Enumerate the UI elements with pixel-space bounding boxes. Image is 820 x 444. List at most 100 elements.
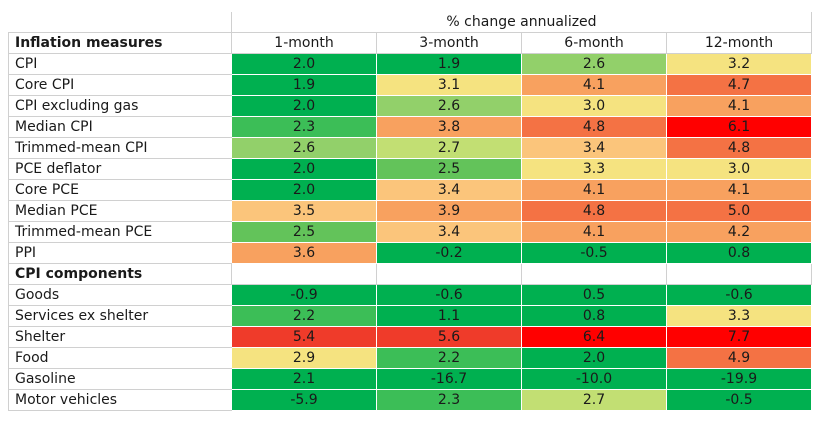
column-header: 1-month [231,32,377,55]
table-row: Food 2.9 2.2 2.0 4.9 [8,347,812,370]
heatmap-cell: 2.3 [231,116,377,139]
section-header-row: CPI components [8,263,812,286]
row-label: Services ex shelter [8,305,232,328]
heatmap-cell: 4.2 [666,221,812,244]
heatmap-cell: 2.0 [231,53,377,76]
heatmap-cell: 5.0 [666,200,812,223]
row-label: PPI [8,242,232,265]
heatmap-cell: 0.8 [521,305,667,328]
heatmap-cell: -0.6 [376,284,522,307]
heatmap-cell: 4.9 [666,347,812,370]
heatmap-cell: 3.0 [666,158,812,181]
heatmap-cell: 2.3 [376,389,522,412]
table-row: Motor vehicles -5.9 2.3 2.7 -0.5 [8,389,812,412]
table-row: CPI 2.0 1.9 2.6 3.2 [8,53,812,76]
heatmap-cell: 2.5 [376,158,522,181]
heatmap-cell: 2.6 [231,137,377,160]
heatmap-cell: 1.9 [231,74,377,97]
column-header: 6-month [521,32,667,55]
row-label: Gasoline [8,368,232,391]
heatmap-cell: 3.2 [666,53,812,76]
heatmap-cell: 4.8 [521,116,667,139]
heatmap-cell: 4.1 [521,221,667,244]
row-label: Median CPI [8,116,232,139]
heatmap-cell: -16.7 [376,368,522,391]
heatmap-cell: 4.1 [521,74,667,97]
heatmap-cell: 2.0 [231,158,377,181]
table-row: Core PCE 2.0 3.4 4.1 4.1 [8,179,812,202]
table-row: Shelter 5.4 5.6 6.4 7.7 [8,326,812,349]
table-row: CPI excluding gas 2.0 2.6 3.0 4.1 [8,95,812,118]
heatmap-cell: 4.8 [666,137,812,160]
table-row: Trimmed-mean CPI 2.6 2.7 3.4 4.8 [8,137,812,160]
table-row: Services ex shelter 2.2 1.1 0.8 3.3 [8,305,812,328]
section-title: Inflation measures [8,32,232,55]
heatmap-cell: 4.8 [521,200,667,223]
heatmap-cell: -0.5 [521,242,667,265]
heatmap-cell: 7.7 [666,326,812,349]
heatmap-cell: 2.6 [521,53,667,76]
heatmap-cell: -5.9 [231,389,377,412]
heatmap-cell: 5.4 [231,326,377,349]
heatmap-cell: 0.8 [666,242,812,265]
heatmap-cell: 3.3 [666,305,812,328]
row-label: PCE deflator [8,158,232,181]
section-blank-cell [231,263,377,286]
heatmap-cell: -19.9 [666,368,812,391]
heatmap-cell: 4.7 [666,74,812,97]
heatmap-cell: 3.9 [376,200,522,223]
row-label: Trimmed-mean PCE [8,221,232,244]
column-header-row: Inflation measures 1-month 3-month 6-month 1… [8,32,812,55]
heatmap-cell: 0.5 [521,284,667,307]
heatmap-cell: -10.0 [521,368,667,391]
table-row: PPI 3.6 -0.2 -0.5 0.8 [8,242,812,265]
heatmap-table: % change annualized Inflation measures 1-m… [8,12,812,412]
heatmap-cell: 2.2 [231,305,377,328]
heatmap-cell: 3.1 [376,74,522,97]
table-row: PCE deflator 2.0 2.5 3.3 3.0 [8,158,812,181]
heatmap-cell: 6.4 [521,326,667,349]
heatmap-cell: 4.1 [666,179,812,202]
table-row: Trimmed-mean PCE 2.5 3.4 4.1 4.2 [8,221,812,244]
heatmap-cell: 2.9 [231,347,377,370]
row-label: CPI excluding gas [8,95,232,118]
title-row: % change annualized [8,12,812,34]
table-row: Core CPI 1.9 3.1 4.1 4.7 [8,74,812,97]
heatmap-cell: 2.1 [231,368,377,391]
row-label: Trimmed-mean CPI [8,137,232,160]
row-label: Food [8,347,232,370]
section-blank-cell [666,263,812,286]
chart-title: % change annualized [231,12,812,34]
row-label: Shelter [8,326,232,349]
heatmap-cell: 2.0 [231,179,377,202]
section-blank-cell [521,263,667,286]
heatmap-cell: -0.2 [376,242,522,265]
heatmap-cell: 4.1 [521,179,667,202]
table-row: Goods -0.9 -0.6 0.5 -0.6 [8,284,812,307]
heatmap-cell: 3.4 [521,137,667,160]
heatmap-cell: -0.9 [231,284,377,307]
section-title: CPI components [8,263,232,286]
heatmap-cell: 3.8 [376,116,522,139]
section-blank-cell [376,263,522,286]
heatmap-cell: 3.5 [231,200,377,223]
heatmap-cell: 1.1 [376,305,522,328]
heatmap-cell: 6.1 [666,116,812,139]
table-row: Median PCE 3.5 3.9 4.8 5.0 [8,200,812,223]
column-header: 12-month [666,32,812,55]
inflation-heatmap: % change annualized Inflation measures 1-m… [8,12,812,412]
heatmap-cell: 2.6 [376,95,522,118]
heatmap-cell: 3.6 [231,242,377,265]
heatmap-cell: 2.7 [376,137,522,160]
heatmap-cell: 2.7 [521,389,667,412]
table-row: Median CPI 2.3 3.8 4.8 6.1 [8,116,812,139]
heatmap-cell: 3.3 [521,158,667,181]
heatmap-cell: 3.4 [376,221,522,244]
heatmap-cell: -0.5 [666,389,812,412]
row-label: CPI [8,53,232,76]
table-row: Gasoline 2.1 -16.7 -10.0 -19.9 [8,368,812,391]
heatmap-cell: 4.1 [666,95,812,118]
row-label: Motor vehicles [8,389,232,412]
heatmap-cell: 2.5 [231,221,377,244]
title-spacer [8,12,232,34]
